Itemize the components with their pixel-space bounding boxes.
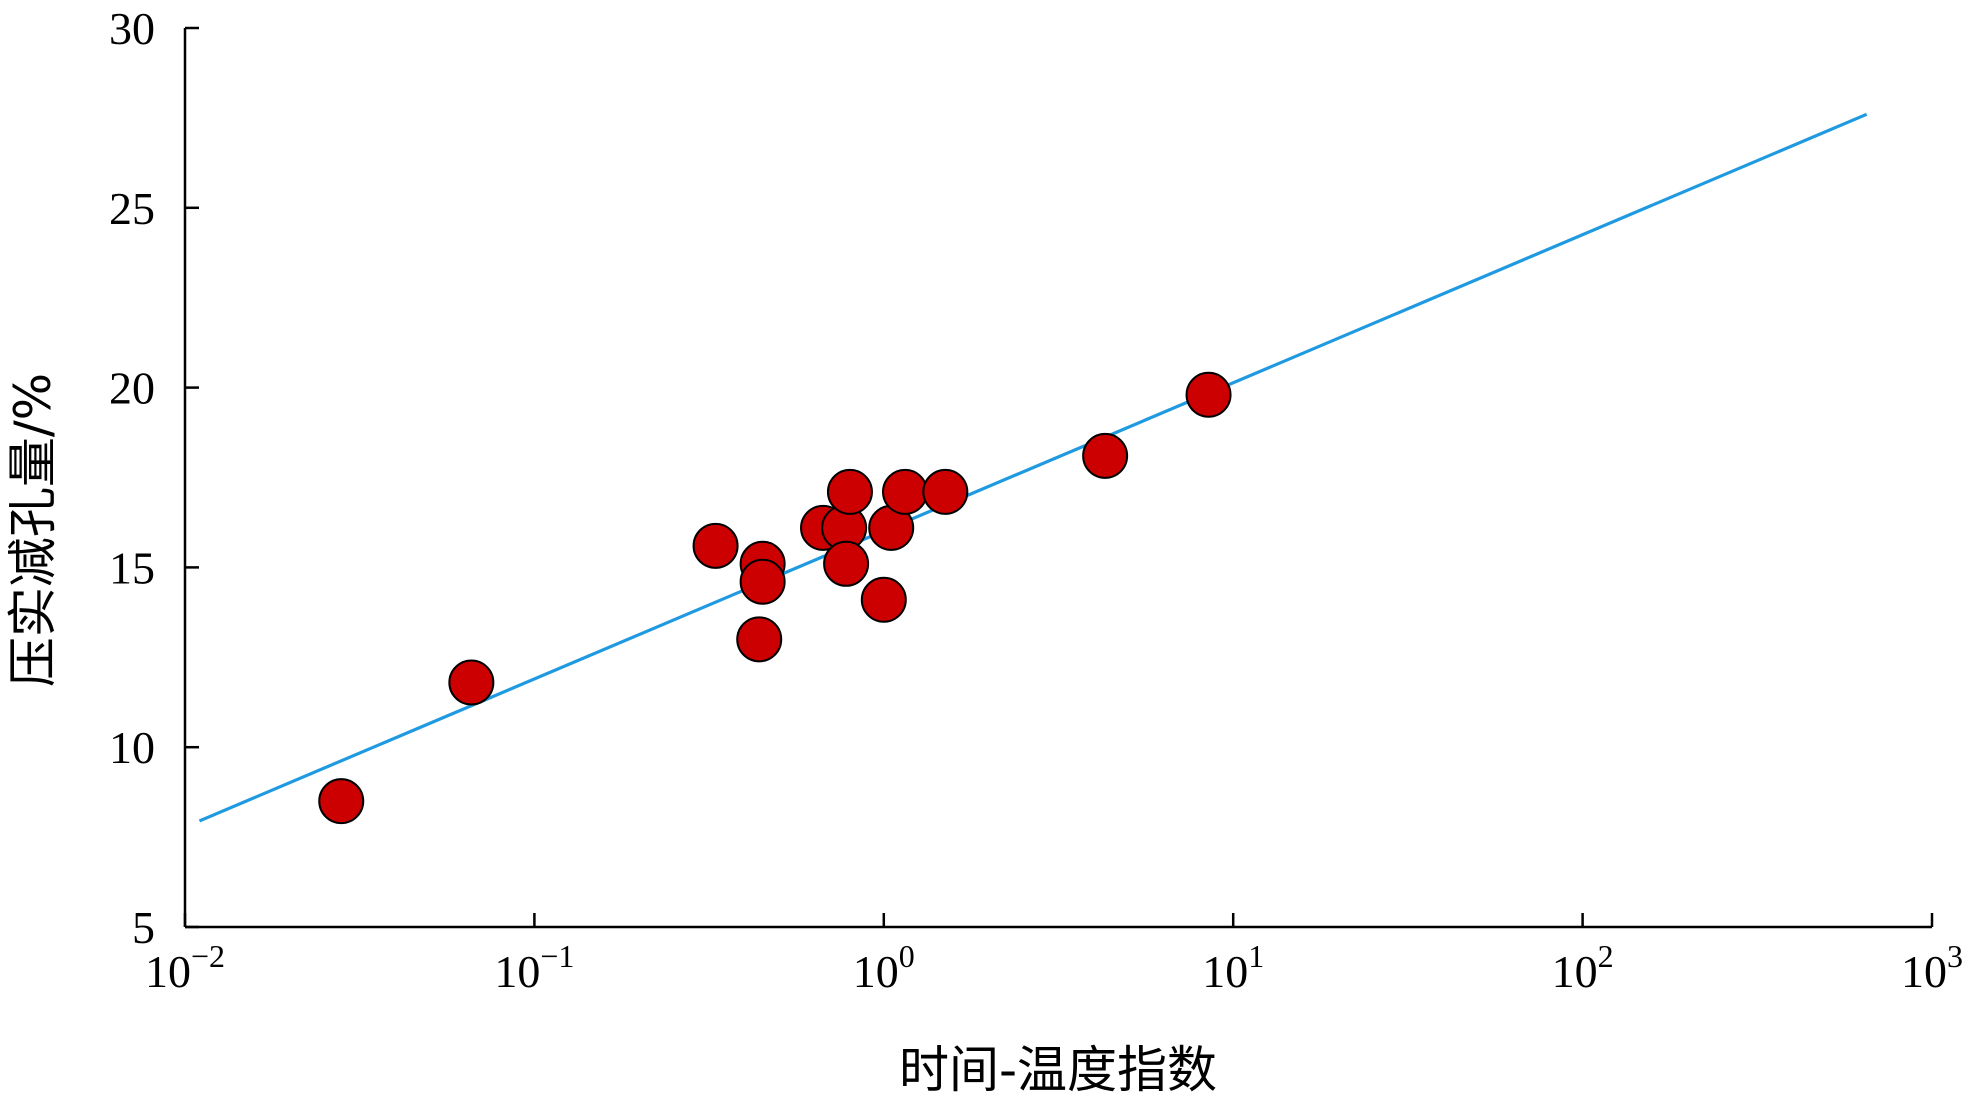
x-tick-base: 10: [145, 946, 191, 997]
y-tick-label: 10: [109, 722, 155, 773]
y-tick-label: 20: [109, 363, 155, 414]
x-tick-exponent: 0: [899, 938, 915, 974]
data-point: [1082, 432, 1129, 479]
data-point: [448, 659, 495, 706]
fit-line: [198, 112, 1868, 823]
y-tick-label: 30: [109, 3, 155, 54]
data-point: [692, 522, 739, 569]
fit-line-group: [198, 112, 1868, 823]
x-tick-label: 102: [1552, 938, 1614, 997]
x-tick-base: 10: [1552, 946, 1598, 997]
data-point: [318, 778, 365, 825]
y-axis-title: 压实减孔量/%: [4, 373, 62, 687]
axes: [183, 28, 1932, 929]
y-tick-label: 15: [109, 542, 155, 593]
data-point: [739, 558, 786, 605]
x-tick-base: 10: [1202, 946, 1248, 997]
x-tick-label: 101: [1202, 938, 1264, 997]
data-point: [1185, 371, 1232, 418]
x-tick-label: 10−2: [145, 938, 225, 997]
x-tick-exponent: −1: [540, 938, 574, 974]
x-tick-base: 10: [853, 946, 899, 997]
y-tick-label: 25: [109, 183, 155, 234]
x-tick-exponent: 3: [1947, 938, 1963, 974]
data-point: [736, 616, 783, 663]
x-tick-exponent: 1: [1248, 938, 1264, 974]
data-point: [882, 468, 929, 515]
x-tick-label: 103: [1901, 938, 1963, 997]
data-point: [922, 468, 969, 515]
y-ticks: 5 10 15 20 25 30: [109, 3, 199, 953]
x-tick-base: 10: [494, 946, 540, 997]
data-points: [318, 371, 1232, 825]
x-tick-label: 10−1: [494, 938, 574, 997]
x-tick-exponent: 2: [1598, 938, 1614, 974]
x-tick-label: 100: [853, 938, 915, 997]
y-tick-label: 5: [132, 902, 155, 953]
x-tick-base: 10: [1901, 946, 1947, 997]
x-tick-exponent: −2: [191, 938, 225, 974]
data-point: [826, 468, 873, 515]
x-ticks: 10−2 10−1 100 101 102 103: [145, 913, 1963, 997]
data-point: [823, 540, 870, 587]
data-point: [860, 576, 907, 623]
x-axis-title: 时间-温度指数: [899, 1041, 1217, 1099]
